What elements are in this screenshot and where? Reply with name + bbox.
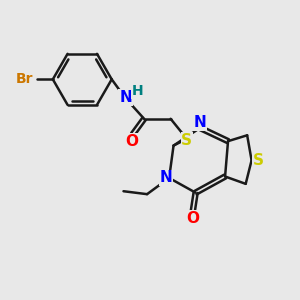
Text: Br: Br — [16, 72, 34, 86]
Text: N: N — [160, 170, 172, 185]
Text: S: S — [181, 133, 192, 148]
Text: O: O — [125, 134, 138, 149]
Text: S: S — [253, 153, 264, 168]
Text: N: N — [119, 90, 132, 105]
Text: O: O — [186, 211, 199, 226]
Text: H: H — [131, 84, 143, 98]
Text: N: N — [194, 115, 206, 130]
